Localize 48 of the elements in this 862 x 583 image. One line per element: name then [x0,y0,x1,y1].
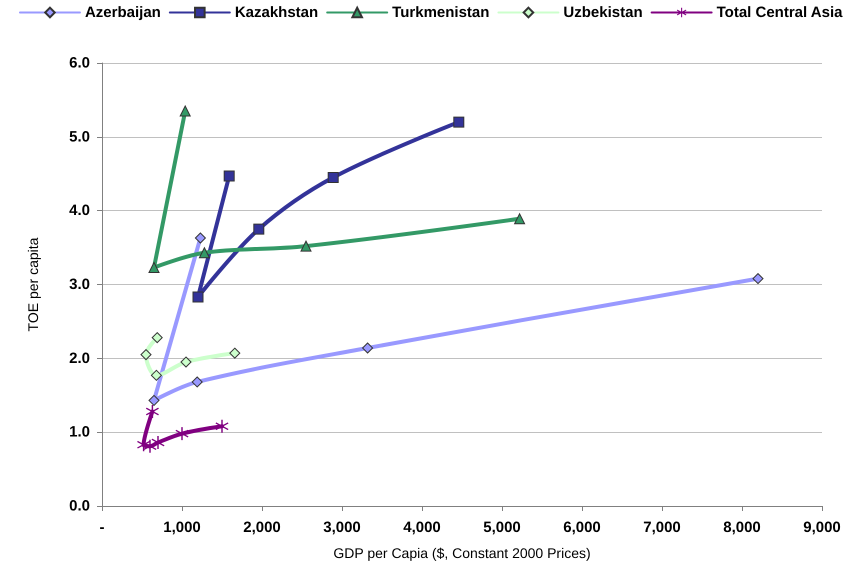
legend-label: Total Central Asia [716,4,844,21]
y-tick-label: 3.0 [69,276,90,293]
x-tick-label: 5,000 [483,519,521,536]
x-tick-label: - [100,519,104,536]
point [176,427,188,440]
legend-label: Uzbekistan [563,4,643,21]
legend-label: Kazakhstan [234,4,318,21]
x-tick-label: 6,000 [563,519,601,536]
y-tick-label: 5.0 [69,128,90,146]
point [224,170,235,182]
point [152,436,164,450]
y-tick-label: 4.0 [69,202,90,220]
point [194,232,206,244]
point [514,213,526,224]
point [152,332,163,344]
point [216,420,228,433]
point [453,116,464,128]
point [148,394,160,406]
x-tick-label: 9,000 [803,519,841,536]
point [300,240,312,252]
point [253,224,264,235]
point [192,376,203,388]
x-tick-label: 8,000 [723,519,761,536]
point [148,262,160,274]
x-axis-title: GDP per Capia ($, Constant 2000 Prices) [333,545,591,561]
point [752,273,764,284]
x-tick-label: 2,000 [243,519,281,536]
x-tick-label: 1,000 [163,519,201,536]
y-axis-title: TOE per capita [25,237,41,332]
point [180,105,191,116]
x-tick-label: 4,000 [403,519,441,536]
point [140,349,152,360]
y-tick-label: 6.0 [69,54,90,72]
x-tick-label: 7,000 [643,519,681,536]
y-tick-label: 2.0 [69,350,90,367]
point [192,292,204,303]
point [362,342,374,354]
point [180,356,192,368]
legend-label: Azerbaijan [84,4,161,21]
x-tick-label: 3,000 [323,519,361,536]
y-tick-label: 0.0 [69,498,90,514]
y-tick-label: 1.0 [69,424,90,441]
point [198,247,210,258]
point [229,348,240,359]
point [146,404,159,418]
legend-label: Turkmenistan [392,4,490,21]
point [150,370,162,381]
point [328,172,339,183]
